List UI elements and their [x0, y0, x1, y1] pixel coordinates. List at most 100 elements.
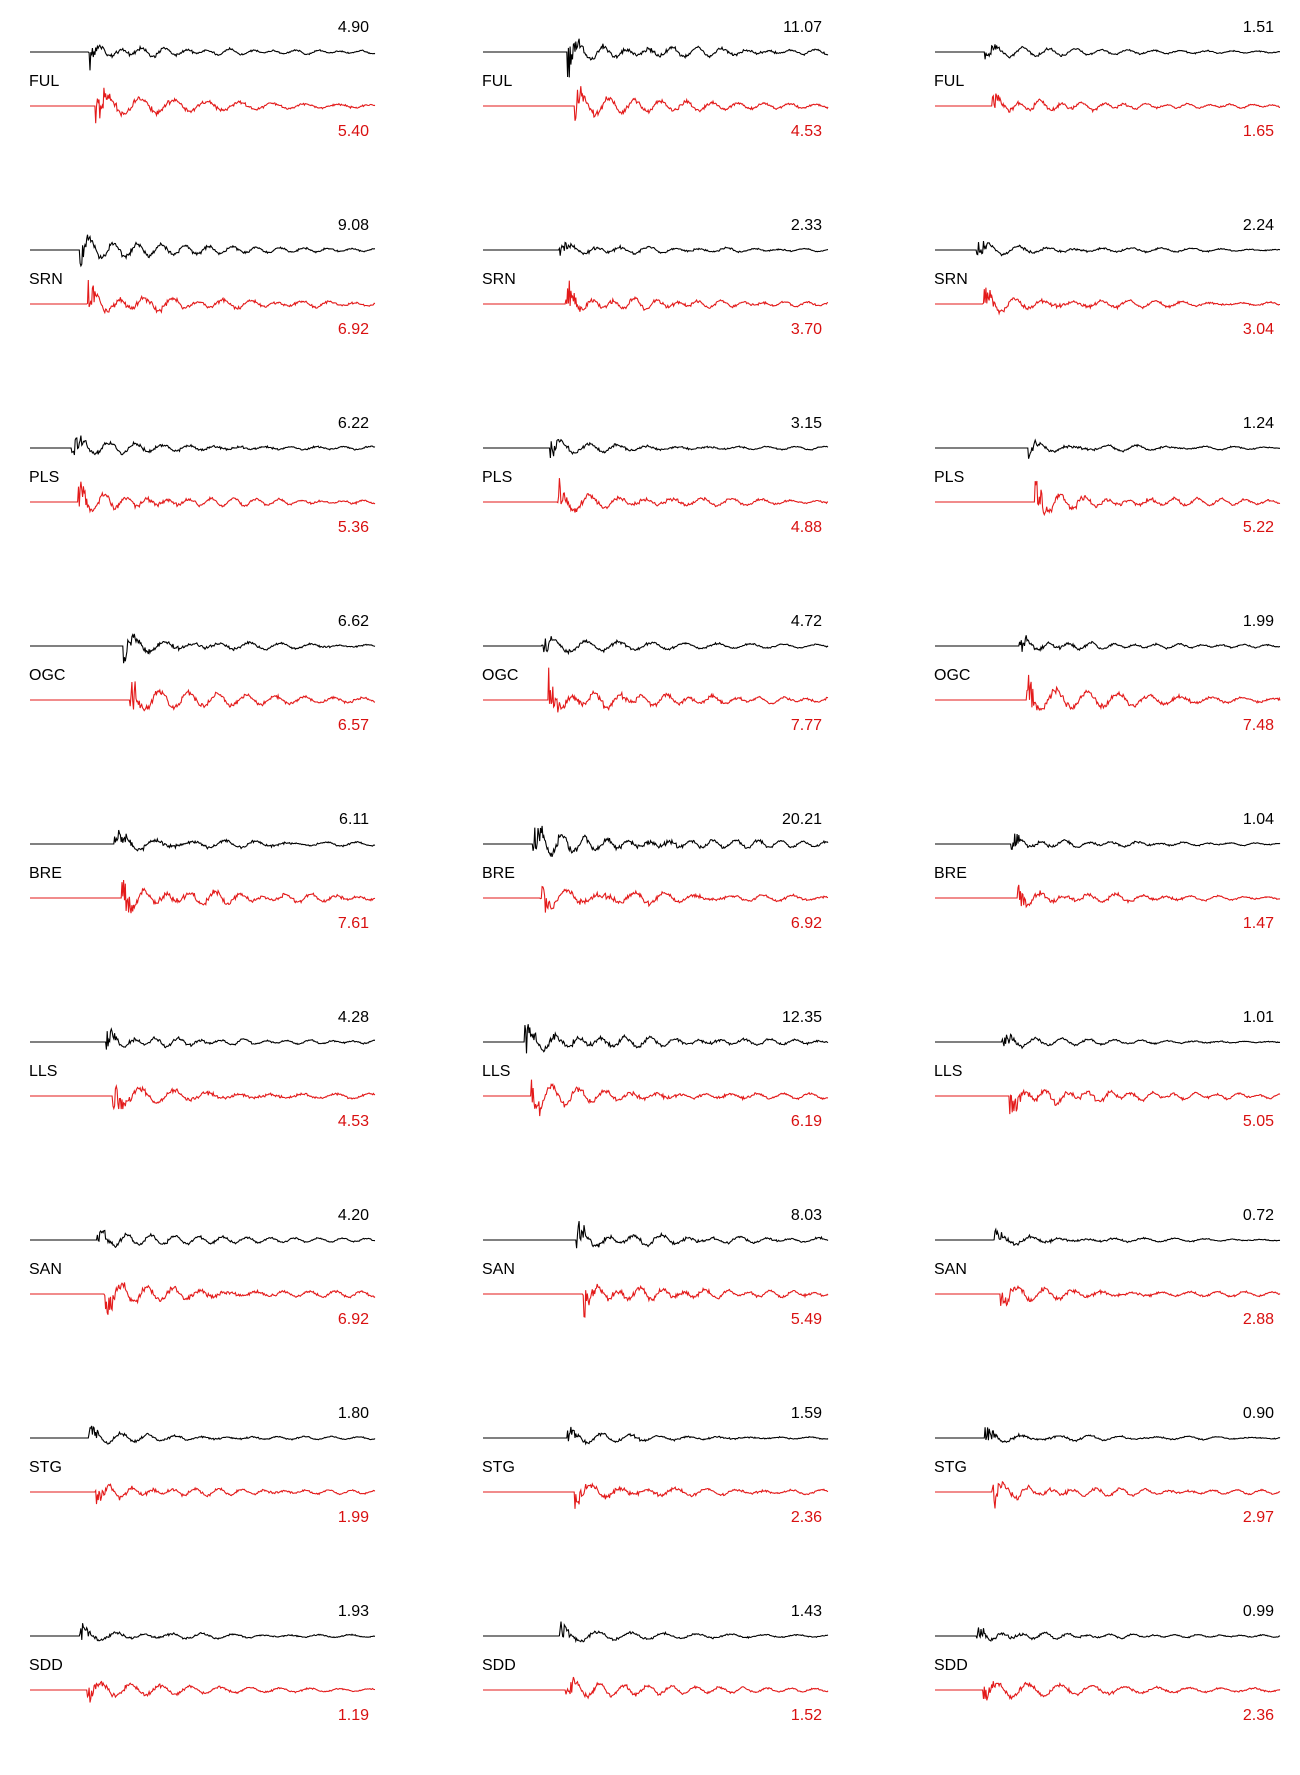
synthetic-peak-value: 6.19: [790, 1113, 822, 1130]
observed-peak-value: 8.03: [790, 1207, 822, 1224]
synthetic-peak-value: 4.53: [790, 123, 822, 140]
observed-peak-value: 0.90: [1242, 1405, 1274, 1422]
synthetic-peak-value: 6.92: [337, 321, 369, 338]
observed-peak-value: 2.24: [1242, 217, 1274, 234]
observed-peak-value: 11.07: [783, 19, 822, 36]
station-label: LLS: [29, 1063, 58, 1080]
station-label: FUL: [482, 73, 513, 90]
observed-peak-value: 6.22: [337, 415, 369, 432]
synthetic-peak-value: 4.53: [337, 1113, 369, 1130]
observed-peak-value: 6.11: [339, 811, 369, 828]
station-label: SRN: [29, 271, 63, 288]
station-label: OGC: [934, 667, 971, 684]
observed-trace: [935, 44, 1280, 60]
station-label: SRN: [482, 271, 516, 288]
synthetic-peak-value: 5.36: [337, 519, 369, 536]
observed-peak-value: 12.35: [781, 1009, 822, 1026]
station-label: PLS: [29, 469, 60, 486]
synthetic-peak-value: 2.36: [1242, 1707, 1274, 1724]
observed-trace: [483, 1426, 829, 1446]
observed-trace: [30, 435, 376, 456]
synthetic-trace: [935, 884, 1281, 909]
observed-peak-value: 2.33: [790, 217, 822, 234]
synthetic-trace: [483, 478, 829, 513]
synthetic-trace: [30, 1083, 376, 1111]
observed-trace: [935, 438, 1280, 459]
synthetic-peak-value: 2.88: [1242, 1311, 1274, 1328]
observed-trace: [483, 438, 829, 459]
synthetic-trace: [483, 885, 829, 913]
station-label: SAN: [934, 1261, 967, 1278]
observed-trace: [935, 1033, 1281, 1050]
synthetic-peak-value: 1.19: [337, 1707, 369, 1724]
observed-trace: [935, 635, 1281, 652]
station-label: SAN: [482, 1261, 515, 1278]
synthetic-trace: [935, 674, 1281, 712]
station-label: FUL: [934, 73, 965, 90]
observed-peak-value: 1.59: [790, 1405, 822, 1422]
observed-trace: [483, 241, 829, 256]
observed-trace: [935, 1227, 1281, 1246]
synthetic-trace: [30, 87, 376, 124]
observed-trace: [483, 1621, 829, 1644]
observed-peak-value: 4.28: [337, 1009, 369, 1026]
observed-peak-value: 1.04: [1242, 811, 1274, 828]
observed-trace: [483, 825, 829, 858]
synthetic-peak-value: 5.22: [1242, 519, 1274, 536]
synthetic-peak-value: 7.61: [337, 915, 369, 932]
synthetic-trace: [30, 681, 376, 712]
station-label: STG: [934, 1459, 967, 1476]
synthetic-trace: [30, 1680, 376, 1703]
station-label: OGC: [29, 667, 66, 684]
observed-trace: [30, 1027, 376, 1050]
synthetic-trace: [935, 93, 1281, 114]
observed-trace: [30, 633, 376, 664]
observed-trace: [483, 636, 829, 656]
synthetic-trace: [30, 279, 376, 315]
synthetic-peak-value: 1.65: [1242, 123, 1274, 140]
observed-peak-value: 4.90: [337, 19, 369, 36]
station-label: SDD: [482, 1657, 516, 1674]
station-label: STG: [482, 1459, 515, 1476]
station-label: LLS: [482, 1063, 511, 1080]
synthetic-trace: [935, 1088, 1281, 1115]
station-label: STG: [29, 1459, 62, 1476]
synthetic-peak-value: 1.47: [1242, 915, 1274, 932]
observed-peak-value: 3.15: [790, 415, 822, 432]
observed-peak-value: 1.43: [790, 1603, 822, 1620]
station-label: LLS: [934, 1063, 963, 1080]
observed-trace: [483, 1024, 829, 1054]
synthetic-trace: [483, 86, 829, 121]
synthetic-peak-value: 5.40: [337, 123, 369, 140]
observed-peak-value: 4.72: [790, 613, 822, 630]
observed-peak-value: 1.01: [1242, 1009, 1274, 1026]
observed-trace: [30, 234, 375, 268]
synthetic-peak-value: 1.99: [337, 1509, 369, 1526]
observed-peak-value: 1.51: [1242, 19, 1274, 36]
station-label: BRE: [482, 865, 515, 882]
synthetic-peak-value: 5.49: [790, 1311, 822, 1328]
synthetic-peak-value: 6.92: [790, 915, 822, 932]
synthetic-peak-value: 7.77: [790, 717, 822, 734]
synthetic-trace: [483, 1676, 829, 1700]
synthetic-trace: [483, 1079, 829, 1117]
observed-trace: [30, 1623, 376, 1642]
observed-trace: [30, 1425, 376, 1445]
observed-trace: [483, 1221, 829, 1249]
observed-trace: [30, 1229, 376, 1249]
synthetic-peak-value: 6.92: [337, 1311, 369, 1328]
station-label: SAN: [29, 1261, 62, 1278]
observed-peak-value: 9.08: [337, 217, 369, 234]
synthetic-trace: [483, 1482, 829, 1509]
synthetic-trace: [483, 667, 829, 713]
synthetic-peak-value: 6.57: [337, 717, 369, 734]
observed-peak-value: 1.80: [337, 1405, 369, 1422]
synthetic-trace: [935, 1285, 1281, 1307]
station-label: PLS: [934, 469, 965, 486]
station-label: BRE: [29, 865, 62, 882]
synthetic-peak-value: 3.04: [1242, 321, 1274, 338]
synthetic-trace: [935, 1480, 1281, 1509]
observed-peak-value: 1.99: [1242, 613, 1274, 630]
observed-peak-value: 20.21: [781, 811, 822, 828]
observed-peak-value: 1.24: [1242, 415, 1274, 432]
